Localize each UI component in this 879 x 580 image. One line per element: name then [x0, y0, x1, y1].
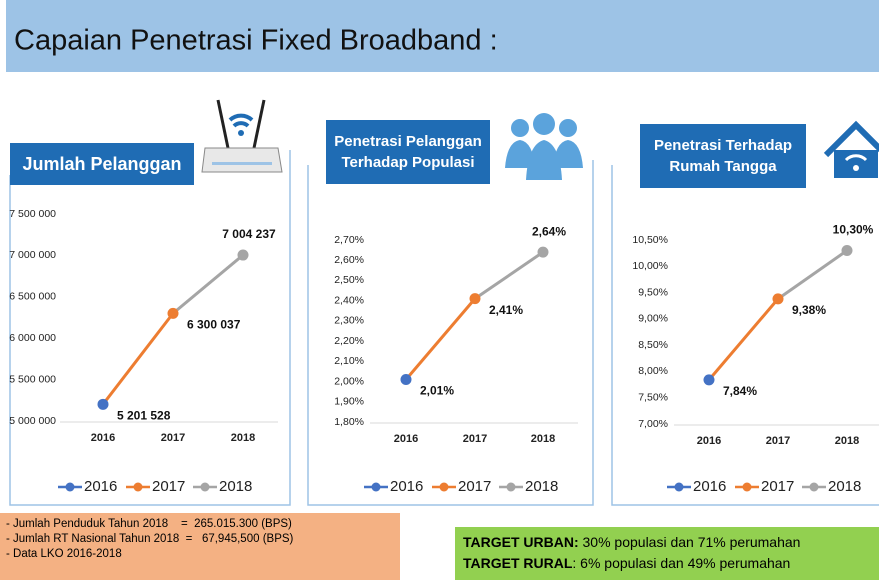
line-segment [172, 253, 244, 315]
target-label: TARGET RURAL [463, 555, 573, 571]
y-tick-label: 1,90% [334, 396, 364, 408]
legend-label: 2017 [152, 478, 185, 495]
y-tick-label: 7,00% [638, 418, 668, 430]
y-tick-label: 2,70% [334, 234, 364, 246]
y-tick-label: 1,80% [334, 416, 364, 428]
line-segment [101, 312, 175, 406]
data-point [537, 246, 549, 258]
router-icon [201, 99, 283, 173]
y-tick-label: 9,50% [638, 286, 668, 298]
y-tick-label: 5 000 000 [9, 415, 56, 427]
y-tick-label: 2,40% [334, 294, 364, 306]
legend-marker [742, 482, 752, 492]
target-text: : 6% populasi dan 49% perumahan [572, 555, 791, 571]
data-point [97, 398, 109, 410]
y-tick-label: 9,00% [638, 313, 668, 325]
legend-label: 2016 [390, 478, 423, 495]
data-label: 2,41% [489, 303, 523, 317]
y-tick-label: 10,50% [632, 234, 668, 246]
panel-title: Penetrasi Terhadap Rumah Tangga [640, 124, 806, 188]
legend-label: 2017 [458, 478, 491, 495]
y-tick-label: 7,50% [638, 391, 668, 403]
targets: TARGET URBAN: 30% populasi dan 71% perum… [455, 527, 879, 580]
line-segment [404, 297, 477, 381]
legend-label: 2018 [525, 478, 558, 495]
data-point [841, 245, 853, 257]
y-tick-label: 2,30% [334, 315, 364, 327]
line-segment [707, 297, 780, 381]
legend-label: 2017 [761, 478, 794, 495]
panel-title: Penetrasi Pelanggan Terhadap Populasi [326, 120, 490, 184]
line-segment [777, 249, 848, 301]
data-point [400, 374, 412, 386]
panel-title: Jumlah Pelanggan [10, 143, 194, 185]
y-tick-label: 8,00% [638, 365, 668, 377]
y-tick-label: 7 000 000 [9, 249, 56, 261]
data-point [237, 249, 249, 261]
data-label: 5 201 528 [117, 408, 171, 422]
data-label: 2,01% [420, 384, 454, 398]
data-label: 7 004 237 [222, 227, 276, 241]
y-tick-label: 2,00% [334, 375, 364, 387]
note: - Jumlah RT Nasional Tahun 2018 = 67,945… [6, 533, 294, 545]
legend-marker [133, 482, 143, 492]
legend-label: 2018 [828, 478, 861, 495]
data-label: 10,30% [833, 223, 874, 237]
legend-marker [439, 482, 449, 492]
target: TARGET URBAN: 30% populasi dan 71% perum… [463, 532, 871, 553]
legend-marker [674, 482, 684, 492]
data-label: 2,64% [532, 224, 566, 238]
data-point [703, 374, 715, 386]
x-tick-label: 2018 [231, 432, 255, 444]
x-tick-label: 2017 [766, 435, 790, 447]
y-tick-label: 2,50% [334, 274, 364, 286]
x-tick-label: 2018 [835, 435, 859, 447]
x-tick-label: 2017 [161, 432, 185, 444]
x-tick-label: 2016 [697, 435, 721, 447]
data-point [772, 293, 784, 305]
x-tick-label: 2017 [463, 433, 487, 445]
panel-frames [9, 150, 879, 506]
notes: - Jumlah Penduduk Tahun 2018 = 265.015.3… [0, 513, 400, 580]
y-tick-label: 10,00% [632, 260, 668, 272]
data-label: 6 300 037 [187, 318, 241, 332]
people-icon [505, 113, 583, 180]
legend-marker [809, 482, 819, 492]
header-bar [6, 0, 879, 72]
target-text: 30% populasi dan 71% perumahan [578, 534, 801, 550]
x-tick-label: 2016 [91, 432, 115, 444]
y-tick-label: 8,50% [638, 339, 668, 351]
house-icon [823, 120, 879, 178]
legend-label: 2016 [84, 478, 117, 495]
legend-label: 2016 [693, 478, 726, 495]
legend-marker [65, 482, 75, 492]
data-point [167, 307, 179, 319]
x-tick-label: 2016 [394, 433, 418, 445]
page-title: Capaian Penetrasi Fixed Broadband : [14, 25, 498, 57]
legend-marker [200, 482, 210, 492]
y-tick-label: 5 500 000 [9, 373, 56, 385]
y-tick-label: 2,60% [334, 254, 364, 266]
note: - Data LKO 2016-2018 [6, 548, 122, 560]
target: TARGET RURAL: 6% populasi dan 49% peruma… [463, 553, 871, 574]
note: - Jumlah Penduduk Tahun 2018 = 265.015.3… [6, 518, 292, 530]
y-tick-label: 6 500 000 [9, 291, 56, 303]
y-tick-label: 2,10% [334, 355, 364, 367]
y-tick-label: 7 500 000 [9, 208, 56, 220]
data-point [469, 293, 481, 305]
legend-marker [506, 482, 516, 492]
x-tick-label: 2018 [531, 433, 555, 445]
y-tick-label: 2,20% [334, 335, 364, 347]
data-label: 7,84% [723, 384, 757, 398]
legend-label: 2018 [219, 478, 252, 495]
y-tick-label: 6 000 000 [9, 332, 56, 344]
legend-marker [371, 482, 381, 492]
target-label: TARGET URBAN: [463, 534, 579, 550]
data-label: 9,38% [792, 303, 826, 317]
line-segment [474, 250, 544, 300]
